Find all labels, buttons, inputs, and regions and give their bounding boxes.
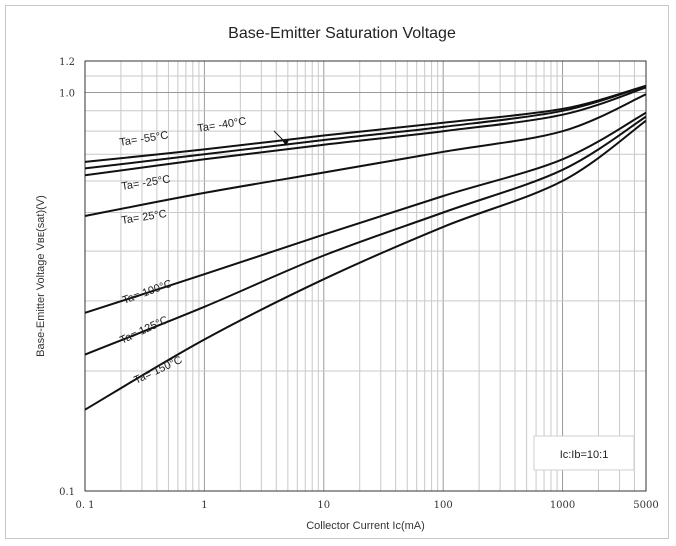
leader-arrowhead — [282, 140, 289, 146]
y-axis-label: Base-Emitter Voltage Vʙᴇ(sat)(V) — [35, 195, 47, 357]
series-label: Ta= 150°C — [132, 354, 184, 387]
series-label: Ta= 125°C — [118, 314, 170, 347]
series-line — [84, 86, 647, 177]
x-tick-label: 0. 1 — [75, 500, 94, 511]
series-line — [84, 84, 647, 163]
series-label: Ta= 25°C — [121, 208, 168, 227]
series-lines — [84, 84, 647, 411]
series-line — [84, 93, 647, 217]
plot-area — [84, 60, 647, 492]
series-line — [84, 119, 647, 411]
ratio-annotation: Ic:Ib=10:1 — [560, 449, 609, 461]
series-line — [84, 111, 647, 314]
tick-labels: 0. 1 1 10 100 1000 5000 0.1 1.0 1.2 — [59, 57, 659, 511]
y-tick-label: 0.1 — [59, 487, 75, 498]
x-tick-label: 10 — [317, 500, 330, 511]
y-tick-label: 1.0 — [59, 89, 75, 100]
series-label: Ta= 100°C — [121, 278, 174, 307]
chart-title: Base-Emitter Saturation Voltage — [228, 25, 456, 42]
x-tick-label: 1 — [201, 500, 207, 511]
series-line — [84, 115, 647, 356]
x-tick-label: 5000 — [633, 500, 658, 511]
x-axis-label: Collector Current Ic(mA) — [306, 520, 425, 532]
annotation-box — [533, 435, 635, 471]
series-line — [84, 84, 647, 170]
series-label: Ta= -25°C — [121, 173, 172, 193]
series-label: Ta= -55°C — [119, 129, 170, 149]
grid — [85, 61, 647, 491]
y-tick-label: 1.2 — [59, 57, 75, 68]
x-tick-label: 1000 — [550, 500, 575, 511]
x-tick-label: 100 — [434, 500, 453, 511]
